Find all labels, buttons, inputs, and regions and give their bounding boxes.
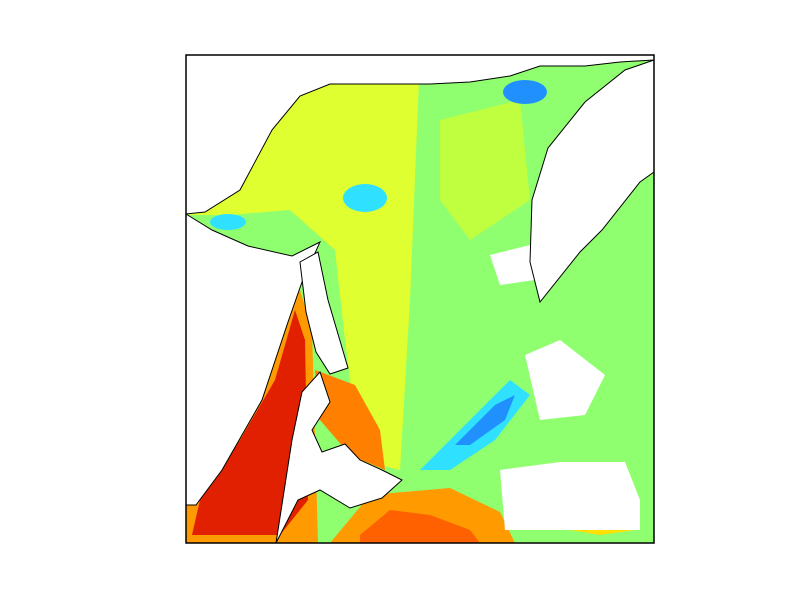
cold-patch (455, 395, 515, 445)
sst-field (185, 54, 655, 544)
warm-patch (440, 100, 530, 240)
warm-patch (360, 510, 480, 543)
no-data (500, 462, 640, 530)
cold-patch (210, 214, 246, 230)
land (185, 213, 322, 506)
land (185, 54, 655, 215)
map-frame (185, 54, 655, 544)
warm-patch (192, 310, 308, 535)
no-data (525, 340, 605, 420)
land (529, 59, 655, 304)
land (275, 371, 403, 544)
cold-patch (503, 80, 547, 104)
land (299, 251, 349, 375)
warm-patch (315, 370, 385, 470)
cold-patch (343, 184, 387, 212)
no-data (490, 245, 535, 285)
